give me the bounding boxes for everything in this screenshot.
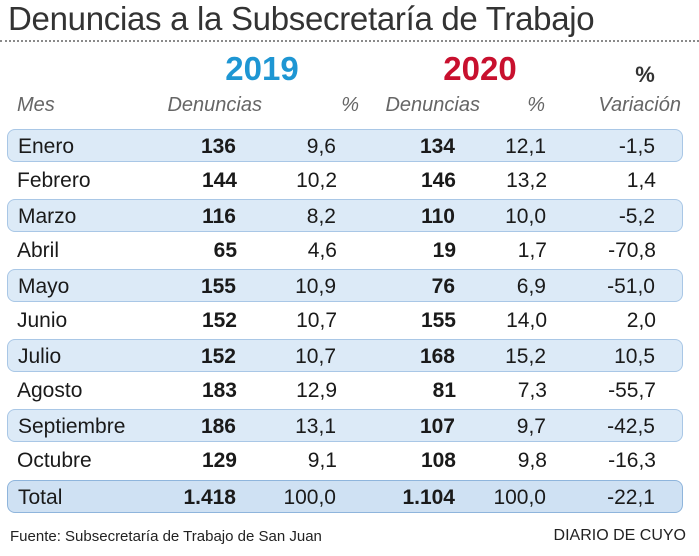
total-denuncias-2019: 1.418 (183, 486, 236, 509)
total-label: Total (18, 486, 63, 509)
denuncias-2020-cell: 107 (419, 415, 455, 438)
pct-2019-cell: 10,7 (295, 345, 336, 368)
column-header-denuncias-2020: Denuncias (385, 94, 480, 116)
table-row: Julio 152 10,7 168 15,2 10,5 (7, 339, 683, 372)
denuncias-2020-cell: 168 (419, 345, 455, 368)
table-row: Enero 136 9,6 134 12,1 -1,5 (7, 129, 683, 162)
variacion-cell: -70,8 (608, 239, 656, 262)
month-cell: Septiembre (18, 415, 126, 438)
column-header-variacion: Variación (598, 94, 681, 116)
denuncias-2019-cell: 129 (201, 449, 237, 472)
month-cell: Enero (18, 135, 75, 158)
variacion-cell: -5,2 (618, 205, 655, 228)
pct-2020-cell: 7,3 (517, 379, 547, 402)
total-pct-2019: 100,0 (283, 486, 336, 509)
denuncias-2019-cell: 144 (201, 169, 237, 192)
denuncias-2020-cell: 155 (420, 309, 456, 332)
denuncias-2020-cell: 110 (421, 205, 455, 228)
total-row: Total 1.418 100,0 1.104 100,0 -22,1 (7, 480, 683, 513)
month-cell: Abril (17, 239, 60, 262)
variation-percent-heading: % (635, 62, 655, 87)
pct-2019-cell: 13,1 (295, 415, 336, 438)
denuncias-2019-cell: 183 (201, 379, 237, 402)
page-title: Denuncias a la Subsecretaría de Trabajo (8, 0, 595, 37)
variacion-cell: -1,5 (618, 135, 655, 158)
denuncias-2019-cell: 152 (201, 309, 237, 332)
year-2019-heading: 2019 (225, 50, 299, 87)
pct-2019-cell: 10,9 (295, 275, 336, 298)
pct-2019-cell: 4,6 (307, 239, 337, 262)
denuncias-2020-cell: 146 (420, 169, 456, 192)
variacion-cell: -42,5 (607, 415, 655, 438)
table-row: Febrero 144 10,2 146 13,2 1,4 (7, 164, 683, 197)
table-row: Marzo 116 8,2 110 10,0 -5,2 (7, 199, 683, 232)
year-2020-heading: 2020 (443, 50, 517, 87)
month-cell: Julio (18, 345, 62, 368)
pct-2020-cell: 6,9 (516, 275, 546, 298)
pct-2019-cell: 10,7 (296, 309, 337, 332)
variacion-cell: 2,0 (626, 309, 656, 332)
pct-2020-cell: 13,2 (506, 169, 547, 192)
pct-2019-cell: 9,6 (306, 135, 336, 158)
denuncias-2020-cell: 108 (420, 449, 456, 472)
variacion-cell: -55,7 (608, 379, 656, 402)
table-row: Septiembre 186 13,1 107 9,7 -42,5 (7, 409, 683, 442)
variacion-cell: -51,0 (607, 275, 655, 298)
title-divider (0, 40, 699, 42)
pct-2019-cell: 9,1 (307, 449, 337, 472)
month-cell: Febrero (17, 169, 91, 192)
variacion-cell: -16,3 (608, 449, 656, 472)
table-row: Mayo 155 10,9 76 6,9 -51,0 (7, 269, 683, 302)
pct-2020-cell: 15,2 (505, 345, 546, 368)
denuncias-2019-cell: 152 (200, 345, 236, 368)
pct-2020-cell: 12,1 (505, 135, 546, 158)
column-header-denuncias-2019: Denuncias (167, 94, 262, 116)
pct-2020-cell: 14,0 (506, 309, 547, 332)
total-denuncias-2020: 1.104 (402, 486, 455, 509)
denuncias-2020-cell: 76 (431, 275, 455, 298)
month-cell: Octubre (17, 449, 92, 472)
table-row: Octubre 129 9,1 108 9,8 -16,3 (7, 444, 683, 477)
month-cell: Marzo (18, 205, 77, 228)
month-cell: Agosto (17, 379, 83, 402)
pct-2020-cell: 9,8 (517, 449, 547, 472)
total-variacion: -22,1 (607, 486, 655, 509)
denuncias-2019-cell: 65 (213, 239, 237, 262)
denuncias-2020-cell: 81 (432, 379, 456, 402)
variacion-cell: 10,5 (614, 345, 655, 368)
denuncias-2019-cell: 136 (200, 135, 236, 158)
pct-2019-cell: 12,9 (296, 379, 337, 402)
denuncias-2019-cell: 155 (200, 275, 236, 298)
denuncias-2019-cell: 186 (200, 415, 236, 438)
variacion-cell: 1,4 (626, 169, 656, 192)
month-cell: Mayo (18, 275, 70, 298)
column-header-pct-2020: % (527, 94, 545, 116)
publisher-brand: DIARIO DE CUYO (553, 527, 686, 544)
denuncias-2020-cell: 19 (432, 239, 456, 262)
total-pct-2020: 100,0 (493, 486, 546, 509)
denuncias-2019-cell: 116 (202, 205, 236, 228)
pct-2019-cell: 8,2 (306, 205, 336, 228)
month-cell: Junio (17, 309, 68, 332)
source-note: Fuente: Subsecretaría de Trabajo de San … (10, 528, 322, 545)
pct-2020-cell: 10,0 (505, 205, 546, 228)
pct-2019-cell: 10,2 (296, 169, 337, 192)
column-header-mes: Mes (17, 94, 55, 116)
table-row: Abril 65 4,6 19 1,7 -70,8 (7, 234, 683, 267)
pct-2020-cell: 9,7 (516, 415, 546, 438)
table-row: Junio 152 10,7 155 14,0 2,0 (7, 304, 683, 337)
denuncias-2020-cell: 134 (419, 135, 455, 158)
pct-2020-cell: 1,7 (517, 239, 547, 262)
table-row: Agosto 183 12,9 81 7,3 -55,7 (7, 374, 683, 407)
column-header-pct-2019: % (341, 94, 359, 116)
